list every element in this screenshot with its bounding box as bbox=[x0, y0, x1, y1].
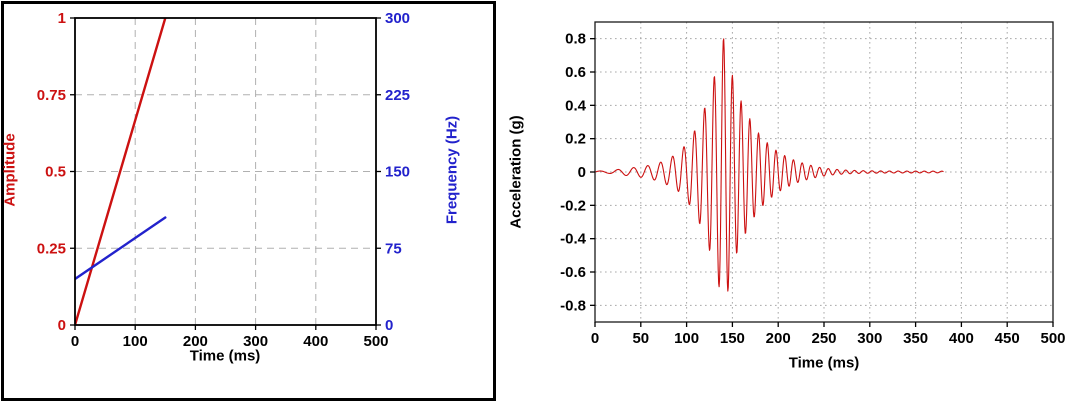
svg-text:75: 75 bbox=[385, 240, 402, 257]
svg-text:1: 1 bbox=[58, 10, 66, 27]
svg-text:100: 100 bbox=[674, 330, 699, 347]
svg-text:200: 200 bbox=[766, 330, 791, 347]
svg-text:-0.2: -0.2 bbox=[560, 197, 586, 214]
acceleration-chart: 0 50 100 150 200 250 300 350 400 450 500 -0.8 -0.6 -0… bbox=[560, 21, 1066, 347]
svg-text:-0.6: -0.6 bbox=[560, 264, 586, 281]
svg-text:400: 400 bbox=[949, 330, 974, 347]
svg-text:225: 225 bbox=[385, 87, 410, 104]
sweep-chart-panel: 0 100 200 300 400 500 0 0.25 0.5 0.75 1 0 75 150 225 30… bbox=[1, 1, 496, 401]
svg-text:0.8: 0.8 bbox=[565, 31, 586, 48]
svg-text:100: 100 bbox=[123, 333, 148, 350]
svg-text:0: 0 bbox=[58, 317, 66, 334]
svg-text:300: 300 bbox=[857, 330, 882, 347]
svg-text:0.5: 0.5 bbox=[45, 164, 66, 181]
svg-text:500: 500 bbox=[363, 333, 388, 350]
svg-text:0.4: 0.4 bbox=[565, 97, 587, 114]
svg-text:150: 150 bbox=[720, 330, 745, 347]
svg-text:450: 450 bbox=[995, 330, 1020, 347]
svg-text:0: 0 bbox=[591, 330, 599, 347]
svg-text:50: 50 bbox=[632, 330, 649, 347]
svg-text:0: 0 bbox=[385, 317, 393, 334]
acceleration-chart-panel: 0 50 100 150 200 250 300 350 400 450 500 -0.8 -0.6 -0… bbox=[500, 0, 1086, 405]
svg-text:0.75: 0.75 bbox=[37, 87, 66, 104]
svg-text:0.25: 0.25 bbox=[37, 240, 66, 257]
svg-text:0.6: 0.6 bbox=[565, 64, 586, 81]
svg-text:250: 250 bbox=[811, 330, 836, 347]
svg-text:300: 300 bbox=[385, 10, 410, 27]
svg-text:200: 200 bbox=[183, 333, 208, 350]
svg-text:350: 350 bbox=[903, 330, 928, 347]
svg-text:-0.4: -0.4 bbox=[560, 231, 587, 248]
svg-text:300: 300 bbox=[243, 333, 268, 350]
svg-text:150: 150 bbox=[385, 164, 410, 181]
amplitude-frequency-chart: 0 100 200 300 400 50000.250.50.75107515022530… bbox=[37, 10, 410, 350]
svg-text:0.2: 0.2 bbox=[565, 131, 586, 148]
svg-text:0: 0 bbox=[71, 333, 79, 350]
svg-text:500: 500 bbox=[1040, 330, 1065, 347]
svg-text:0: 0 bbox=[578, 164, 586, 181]
svg-text:400: 400 bbox=[303, 333, 328, 350]
svg-text:-0.8: -0.8 bbox=[560, 297, 586, 314]
